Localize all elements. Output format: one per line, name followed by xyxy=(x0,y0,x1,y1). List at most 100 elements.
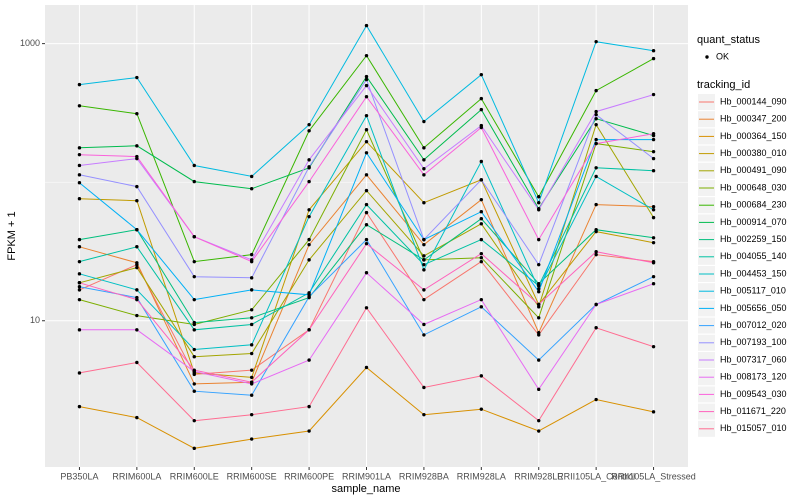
data-point xyxy=(537,201,541,205)
data-point xyxy=(651,344,656,349)
legend-label: Hb_002259_150 xyxy=(720,234,787,244)
data-point xyxy=(594,326,598,330)
x-tick-label: RRIM600SE xyxy=(227,471,277,481)
data-point xyxy=(537,302,541,307)
data-point xyxy=(192,259,196,264)
data-point xyxy=(537,429,541,433)
data-point xyxy=(364,173,369,177)
data-point xyxy=(307,242,311,247)
data-point xyxy=(135,288,139,292)
data-point xyxy=(307,404,311,409)
x-tick-label: PB350LA xyxy=(60,471,98,481)
legend-point xyxy=(705,55,709,59)
data-point xyxy=(594,252,598,257)
data-point xyxy=(651,156,656,161)
data-point xyxy=(479,178,484,182)
data-point xyxy=(651,131,656,136)
data-point xyxy=(77,259,82,264)
legend-label: Hb_009543_030 xyxy=(720,389,787,399)
data-point xyxy=(77,281,82,285)
data-point xyxy=(249,308,254,312)
data-point xyxy=(364,237,369,242)
data-point xyxy=(307,179,311,184)
data-point xyxy=(249,412,254,417)
data-point xyxy=(651,169,656,173)
legend-label: Hb_008173_120 xyxy=(720,372,787,382)
data-point xyxy=(364,77,369,82)
data-point xyxy=(364,23,369,28)
data-point xyxy=(135,75,139,80)
data-point xyxy=(364,74,369,79)
y-axis-title: FPKM + 1 xyxy=(6,211,18,260)
data-point xyxy=(192,235,196,239)
data-point xyxy=(192,320,196,325)
data-point xyxy=(249,368,254,372)
data-point xyxy=(651,205,656,209)
legend-label: Hb_000648_030 xyxy=(720,182,787,192)
data-point xyxy=(249,187,254,191)
data-point xyxy=(249,375,254,380)
data-point xyxy=(192,355,196,359)
data-point xyxy=(594,202,598,207)
legend-label: Hb_000684_230 xyxy=(720,200,787,210)
legend-label: Hb_000364_150 xyxy=(720,131,787,141)
x-tick-label: RRIM901LA xyxy=(342,471,391,481)
data-point xyxy=(77,371,82,375)
data-point xyxy=(537,316,541,320)
data-point xyxy=(537,358,541,362)
data-point xyxy=(422,333,426,337)
data-point xyxy=(77,328,82,332)
data-point xyxy=(422,158,426,162)
data-point xyxy=(77,272,82,276)
data-point xyxy=(537,208,541,212)
data-point xyxy=(307,158,311,162)
data-point xyxy=(135,265,139,270)
data-point xyxy=(77,237,82,242)
data-point xyxy=(307,358,311,362)
data-point xyxy=(135,313,139,318)
data-point xyxy=(364,83,369,88)
data-point xyxy=(135,415,139,420)
data-point xyxy=(249,259,254,264)
data-point xyxy=(479,222,484,226)
data-point xyxy=(422,173,426,177)
data-point xyxy=(192,368,196,372)
x-tick-label: RRII105LA_Control xyxy=(557,471,635,481)
data-point xyxy=(537,284,541,288)
legend-label: Hb_004453_150 xyxy=(720,268,787,278)
data-point xyxy=(651,149,656,154)
data-point xyxy=(479,297,484,302)
data-point xyxy=(364,53,369,58)
data-point xyxy=(135,245,139,249)
data-point xyxy=(537,195,541,199)
legend-label: OK xyxy=(716,51,729,61)
data-point xyxy=(364,128,369,132)
data-point xyxy=(192,446,196,451)
data-point xyxy=(192,297,196,302)
data-point xyxy=(135,144,139,148)
data-point xyxy=(77,245,82,249)
data-point xyxy=(479,251,484,256)
data-point xyxy=(249,316,254,320)
data-point xyxy=(307,258,311,262)
data-point xyxy=(135,328,139,332)
data-point xyxy=(479,197,484,202)
data-point xyxy=(594,112,598,117)
data-point xyxy=(594,39,598,44)
data-point xyxy=(192,274,196,279)
data-point xyxy=(651,56,656,61)
legend-label: Hb_000144_090 xyxy=(720,96,787,106)
x-tick-label: RRIM600LE xyxy=(170,471,219,481)
data-point xyxy=(651,261,656,265)
x-tick-label: RRIM928BA xyxy=(399,471,449,481)
data-point xyxy=(479,159,484,164)
data-point xyxy=(135,228,139,232)
data-point xyxy=(422,322,426,327)
data-point xyxy=(422,258,426,262)
data-point xyxy=(422,412,426,417)
data-point xyxy=(594,122,598,127)
data-point xyxy=(135,297,139,302)
x-tick-label: RRIM600LA xyxy=(112,471,161,481)
data-point xyxy=(651,215,656,220)
